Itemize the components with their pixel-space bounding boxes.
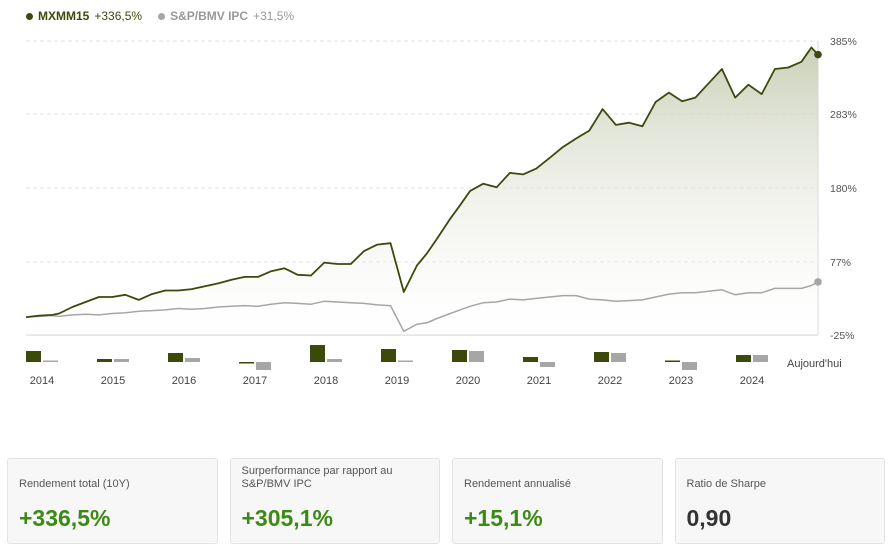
- card-annualized-return: Rendement annualisé +15,1%: [452, 458, 663, 544]
- x-tick-label: 2016: [172, 375, 196, 387]
- x-tick-label: 2017: [243, 375, 267, 387]
- legend-series-name: S&P/BMV IPC: [170, 9, 249, 23]
- legend-series-change: +336,5%: [94, 9, 143, 23]
- annual-bar-ipc: [753, 355, 768, 362]
- x-tick-label: 2024: [740, 375, 764, 387]
- card-label: Surperformance par rapport au S&P/BMV IP…: [241, 465, 393, 490]
- annual-bar-mxmm15: [26, 351, 41, 362]
- card-value: +305,1%: [241, 505, 333, 531]
- card-label: Rendement total (10Y): [19, 478, 130, 490]
- annual-return-bars: [26, 345, 768, 370]
- y-tick-label: 180%: [830, 183, 857, 195]
- y-tick-label: 77%: [830, 257, 851, 269]
- legend-series-name: MXMM15: [38, 9, 90, 23]
- card-value: +15,1%: [464, 505, 543, 531]
- card-value: 0,90: [686, 505, 732, 531]
- annual-bar-mxmm15: [523, 357, 538, 362]
- chart-legend: MXMM15 +336,5% S&P/BMV IPC +31,5%: [26, 9, 294, 23]
- stats-cards: Rendement total (10Y) +336,5% Surperform…: [7, 458, 885, 544]
- annual-bar-mxmm15: [97, 359, 112, 362]
- annual-bar-ipc: [398, 360, 413, 362]
- card-sharpe-ratio: Ratio de Sharpe 0,90: [674, 458, 885, 544]
- x-tick-label: 2014: [30, 375, 54, 387]
- card-label: Rendement annualisé: [464, 478, 572, 490]
- annual-bar-ipc: [185, 358, 200, 362]
- x-tick-label: 2021: [527, 375, 551, 387]
- annual-bar-mxmm15: [168, 353, 183, 362]
- annual-bar-mxmm15: [665, 360, 680, 362]
- x-tick-label: 2020: [456, 375, 480, 387]
- mxmm15-area: [26, 47, 818, 335]
- x-tick-label: 2019: [385, 375, 409, 387]
- annual-bar-ipc: [114, 359, 129, 362]
- legend-item-ipc[interactable]: S&P/BMV IPC +31,5%: [158, 9, 294, 23]
- y-tick-label: 283%: [830, 109, 857, 121]
- y-tick-label: -25%: [830, 330, 855, 342]
- annual-bar-ipc: [540, 362, 555, 367]
- y-tick-label: 385%: [830, 36, 857, 48]
- legend-series-change: +31,5%: [253, 9, 295, 23]
- x-tick-label: 2018: [314, 375, 338, 387]
- card-label: Ratio de Sharpe: [686, 478, 767, 490]
- x-tick-label: 2015: [101, 375, 125, 387]
- annual-bar-mxmm15: [594, 352, 609, 362]
- performance-chart: 385% 283% 180% 77% -25% 2014 2015 2016 2017 2018…: [25, 36, 857, 387]
- x-tick-label: 2022: [598, 375, 622, 387]
- mxmm15-line: [25, 46, 819, 318]
- ipc-endpoint: [814, 278, 822, 286]
- annual-bar-ipc: [327, 359, 342, 362]
- annual-bar-ipc: [43, 360, 58, 362]
- annual-bar-mxmm15: [736, 355, 751, 362]
- area-fill: [26, 47, 818, 335]
- annual-bar-mxmm15: [310, 345, 325, 362]
- card-outperformance: Surperformance par rapport au S&P/BMV IP…: [229, 458, 440, 544]
- y-axis-ticks: 385% 283% 180% 77% -25%: [830, 36, 857, 342]
- annual-bar-mxmm15: [381, 349, 396, 362]
- x-tick-label: Aujourd'hui: [787, 358, 842, 370]
- ipc-line: [25, 281, 819, 333]
- annual-bar-ipc: [682, 362, 697, 370]
- annual-bar-mxmm15: [452, 350, 467, 362]
- legend-marker-ipc: [158, 12, 166, 20]
- annual-bar-ipc: [611, 353, 626, 362]
- x-tick-label: 2023: [669, 375, 693, 387]
- legend-item-mxmm15[interactable]: MXMM15 +336,5%: [26, 9, 142, 23]
- annual-bar-ipc: [469, 351, 484, 362]
- card-total-return: Rendement total (10Y) +336,5%: [7, 458, 218, 544]
- annual-bar-ipc: [256, 362, 271, 370]
- annual-bar-mxmm15: [239, 362, 254, 364]
- mxmm15-endpoint: [814, 50, 822, 59]
- legend-marker-mxmm15: [26, 12, 33, 20]
- series-lines: [25, 46, 822, 333]
- card-value: +336,5%: [19, 505, 111, 531]
- x-axis-labels: 2014 2015 2016 2017 2018 2019 2020 2021 2022 2023…: [30, 358, 842, 387]
